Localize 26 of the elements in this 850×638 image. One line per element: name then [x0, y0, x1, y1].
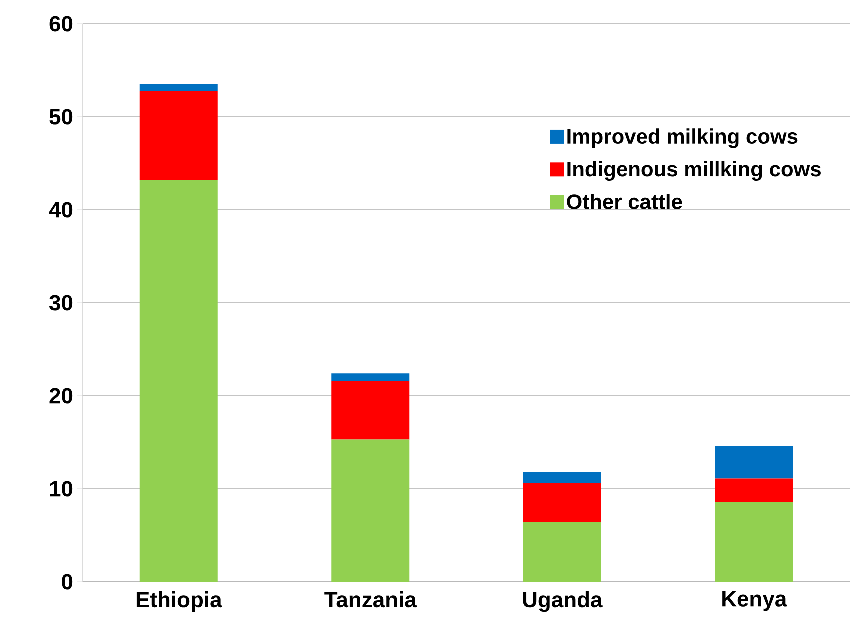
- y-tick-label: 60: [50, 16, 73, 32]
- x-tick-label: Kenya: [722, 592, 788, 612]
- y-tick-label: 40: [49, 202, 73, 218]
- legend-label: Other cattle: [567, 194, 682, 210]
- x-tick-label: Uganda: [523, 592, 603, 612]
- bar: [715, 446, 794, 479]
- y-tick-label: 10: [50, 481, 73, 497]
- legend-label: Indigenous millking cows: [568, 161, 821, 181]
- bar: [523, 472, 602, 484]
- x-tick-label: Ethiopia: [136, 592, 222, 612]
- legend-label: Improved milking cows: [568, 128, 798, 148]
- bar: [332, 374, 410, 382]
- x-tick-label: Tanzania: [324, 592, 418, 608]
- bar: [140, 90, 218, 180]
- bar: [715, 478, 794, 502]
- bar: [715, 502, 794, 582]
- bar: [332, 381, 410, 440]
- y-tick-label: 30: [50, 295, 73, 311]
- bar: [523, 483, 602, 522]
- bar: [523, 522, 602, 582]
- bar: [140, 180, 218, 582]
- bar: [140, 84, 218, 91]
- bar: [332, 440, 410, 582]
- y-tick-label: 20: [50, 388, 73, 404]
- y-tick-label: 50: [50, 109, 73, 125]
- y-tick-label: 0: [62, 574, 73, 590]
